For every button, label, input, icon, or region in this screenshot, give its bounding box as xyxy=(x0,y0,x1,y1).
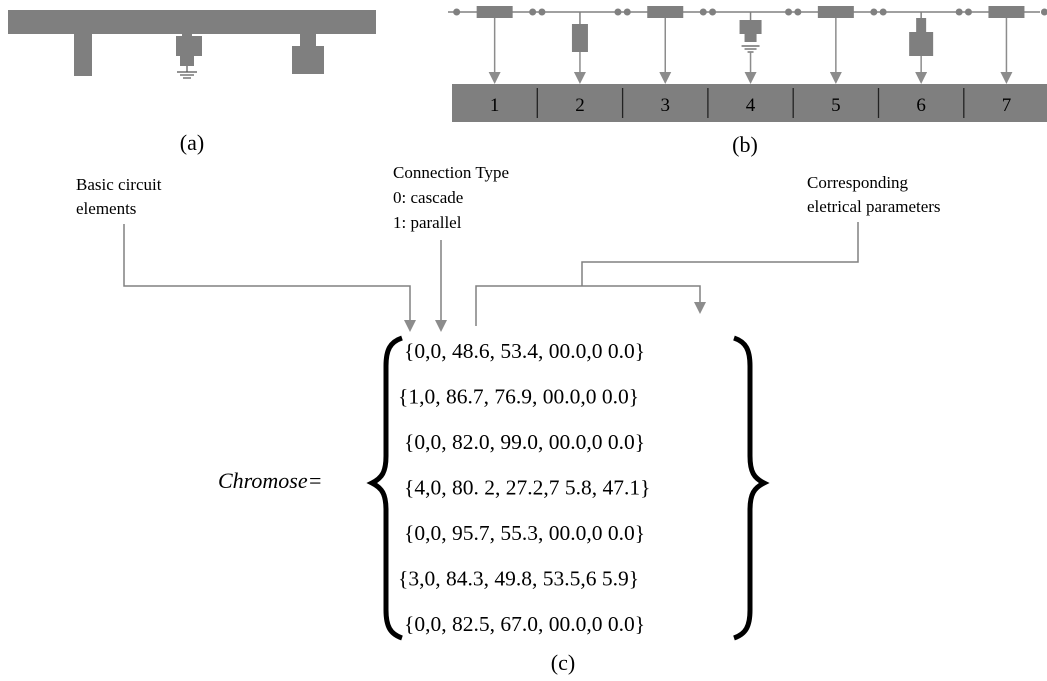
panel-a-caption: (a) xyxy=(180,130,204,155)
series-resistor-icon xyxy=(794,6,878,84)
cell-label: 6 xyxy=(916,95,926,116)
chromosome-row: {1,0, 86.7, 76.9, 00.0,0 0.0} xyxy=(398,385,639,409)
stub-right xyxy=(292,46,324,74)
stub-middle-neck xyxy=(182,32,192,38)
series-resistor-icon xyxy=(964,6,1047,84)
stub-middle-foot xyxy=(180,56,194,66)
leader-params-left xyxy=(475,285,706,326)
annotation-connection-line-2: 0: cascade xyxy=(393,188,463,207)
annotation-connection-type: Connection Type 0: cascade 1: parallel xyxy=(393,163,509,232)
panel-b-cells xyxy=(452,84,1047,122)
series-resistor-icon xyxy=(623,6,707,84)
leader-params-stem xyxy=(581,222,859,286)
chromosome-row: {3,0, 84.3, 49.8, 53.5,6 5.9} xyxy=(398,567,639,591)
series-resistor-icon xyxy=(453,6,537,84)
left-brace xyxy=(366,335,403,641)
shunt-stub-icon xyxy=(538,8,622,84)
stub-left xyxy=(74,34,92,76)
panel-b-circuit xyxy=(448,6,1047,84)
annotation-basic-line-2: elements xyxy=(76,199,136,218)
panel-c-caption: (c) xyxy=(551,650,575,675)
cell-strip xyxy=(452,84,1047,122)
annotation-params-line-1: Corresponding xyxy=(807,173,909,192)
stub-middle xyxy=(176,36,202,56)
grounded-element-icon xyxy=(709,8,793,84)
panel-b-caption: (b) xyxy=(732,132,758,157)
cell-label: 2 xyxy=(575,95,585,116)
annotation-params-line-2: eletrical parameters xyxy=(807,197,941,216)
right-brace xyxy=(733,335,770,641)
ground-icon xyxy=(177,66,197,79)
chromosome-label: Chromose= xyxy=(218,468,322,493)
leader-lines xyxy=(123,222,859,332)
annotation-connection-line-1: Connection Type xyxy=(393,163,509,182)
chromosome-row: {0,0, 82.0, 99.0, 00.0,0 0.0} xyxy=(404,430,645,454)
annotation-connection-line-3: 1: parallel xyxy=(393,213,462,232)
matrix-rows: {0,0, 48.6, 53.4, 00.0,0 0.0} {1,0, 86.7,… xyxy=(398,339,650,636)
annotation-basic-circuit: Basic circuit elements xyxy=(76,175,162,218)
cell-label: 4 xyxy=(746,95,756,116)
open-stub-icon xyxy=(879,8,963,84)
cell-label: 3 xyxy=(661,95,671,116)
chromosome-row: {0,0, 48.6, 53.4, 00.0,0 0.0} xyxy=(404,339,645,363)
cell-label: 7 xyxy=(1002,95,1012,116)
cell-label: 5 xyxy=(831,95,841,116)
chromosome-row: {0,0, 95.7, 55.3, 00.0,0 0.0} xyxy=(404,521,645,545)
chromosome-row: {0,0, 82.5, 67.0, 00.0,0 0.0} xyxy=(404,612,645,636)
stub-right-neck xyxy=(300,34,316,48)
cell-labels: 1 2 3 4 5 6 7 xyxy=(490,88,1011,118)
leader-basic-elements xyxy=(123,224,416,332)
main-transmission-line xyxy=(8,10,376,34)
annotation-parameters: Corresponding eletrical parameters xyxy=(807,173,941,216)
chromosome-row: {4,0, 80. 2, 27.2,7 5.8, 47.1} xyxy=(404,476,650,500)
panel-a-layout xyxy=(8,10,376,79)
annotation-basic-line-1: Basic circuit xyxy=(76,175,162,194)
cell-label: 1 xyxy=(490,95,500,116)
